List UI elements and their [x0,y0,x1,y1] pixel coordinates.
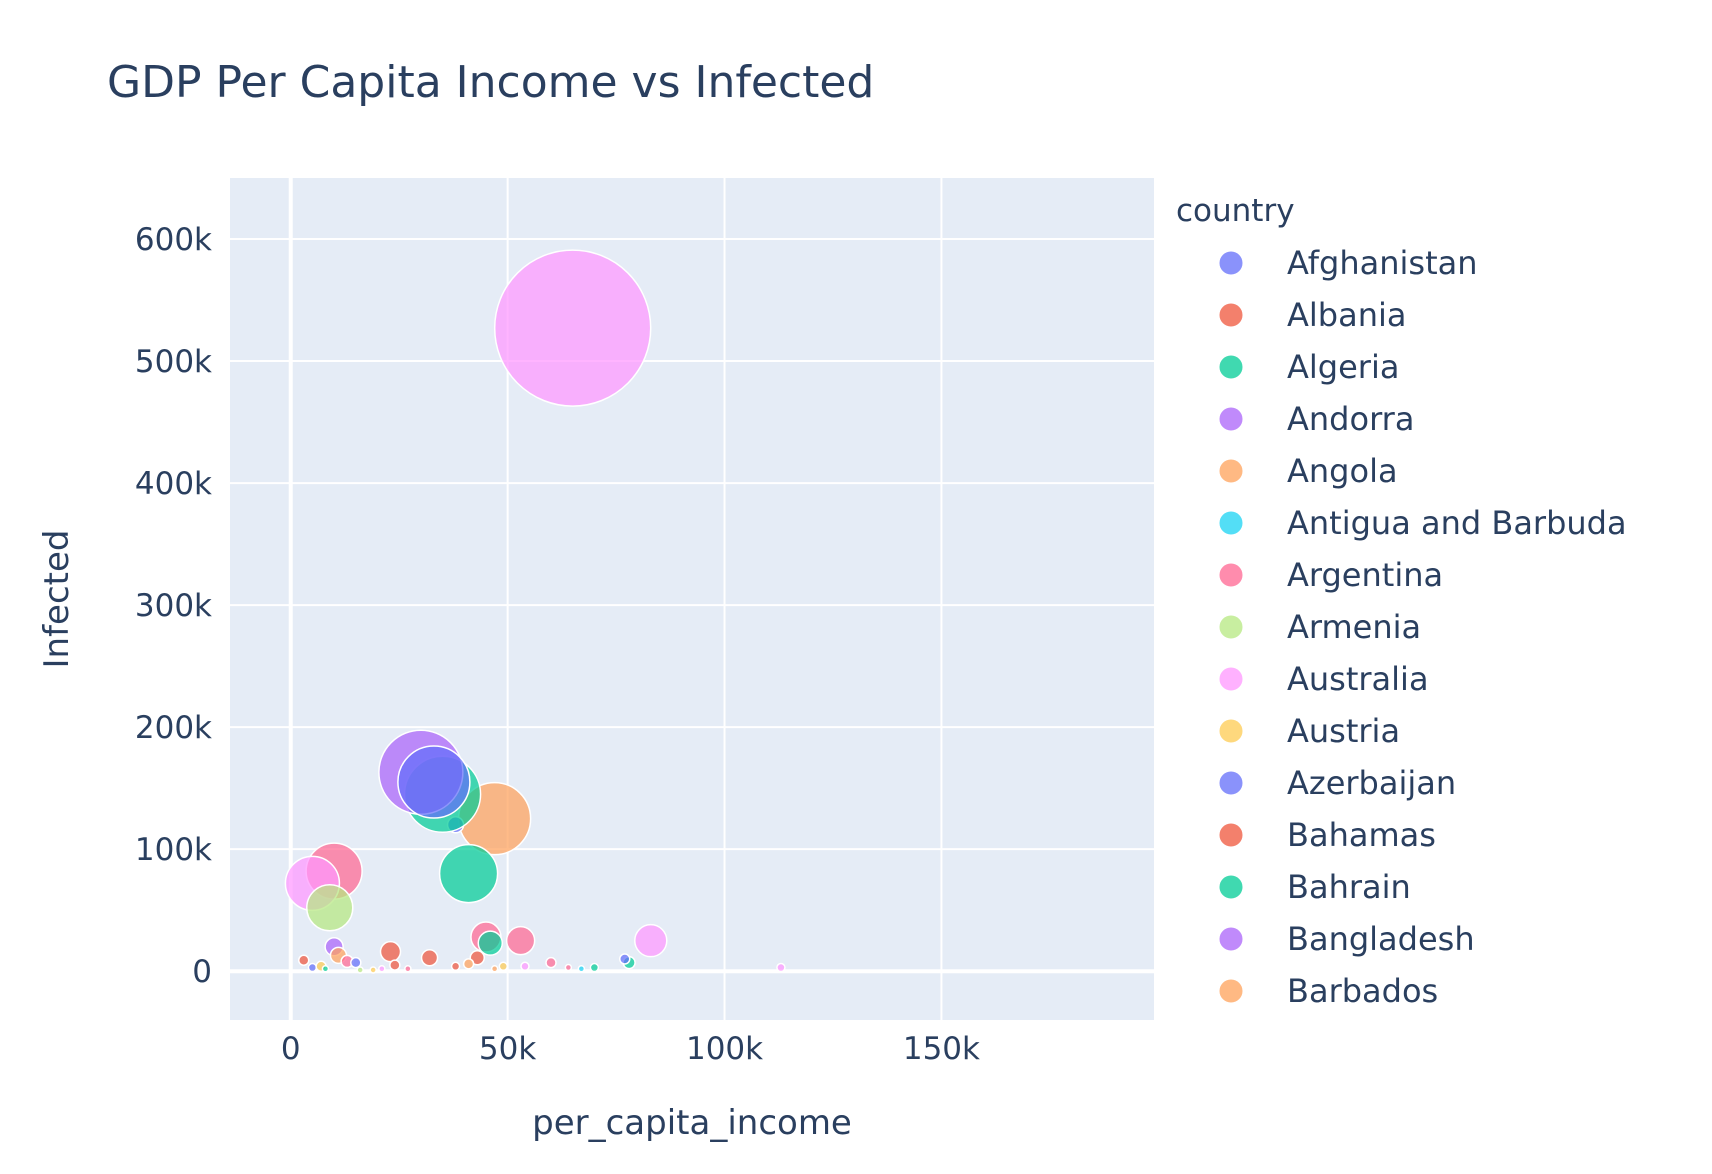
data-point[interactable] [350,956,362,969]
legend-label: Bahamas [1287,816,1436,854]
y-tick-label: 100k [135,832,212,868]
legend-item[interactable]: Azerbaijan [1218,764,1456,802]
data-point[interactable] [389,959,401,971]
legend-label: Algeria [1287,348,1399,386]
legend-item[interactable]: Andorra [1218,400,1414,438]
legend-label: Armenia [1287,608,1421,646]
data-point[interactable] [477,930,504,956]
data-point[interactable] [462,958,475,970]
legend-item[interactable]: Antigua and Barbuda [1218,504,1627,542]
x-tick-label: 100k [686,1031,763,1067]
legend-marker [1218,458,1244,484]
legend-marker [1218,302,1244,328]
legend-items: Afghanistan Albania Algeria Andorra Angola An… [1218,244,1627,1010]
y-tick-label: 300k [135,588,212,624]
legend-marker [1218,354,1244,380]
legend-label: Azerbaijan [1287,764,1456,802]
legend-marker [1218,822,1244,848]
legend-item[interactable]: Bahamas [1218,816,1436,854]
data-point[interactable] [469,950,486,966]
data-point[interactable] [493,249,652,407]
data-point[interactable] [490,964,499,973]
data-point[interactable] [545,956,557,969]
legend-marker [1218,562,1244,588]
y-axis-title: Infected [37,530,77,669]
y-tick-label: 0 [192,954,212,990]
legend-item[interactable]: Afghanistan [1218,244,1478,282]
legend-label: Austria [1287,712,1400,750]
legend-item[interactable]: Bahrain [1218,868,1411,906]
legend-label: Albania [1287,296,1406,334]
legend-marker [1218,250,1244,276]
x-tick-label: 150k [903,1031,980,1067]
legend-marker [1218,510,1244,536]
y-tick-label: 500k [135,344,212,380]
data-points [284,249,786,974]
legend-label: Afghanistan [1287,244,1478,282]
data-point[interactable] [505,925,536,956]
y-tick-labels: 0 100k 200k 300k 400k 500k 600k [135,222,212,990]
legend-title: country [1176,193,1295,229]
x-tick-labels: 0 50k 100k 150k [281,1031,980,1067]
legend-marker [1218,406,1244,432]
legend-item[interactable]: Argentina [1218,556,1443,594]
legend-label: Bangladesh [1287,920,1475,958]
legend: country Afghanistan Albania Algeria Andorra… [1176,193,1627,1010]
legend-label: Australia [1287,660,1429,698]
data-point[interactable] [520,961,530,972]
legend-item[interactable]: Bangladesh [1218,920,1475,958]
data-point[interactable] [306,883,354,932]
data-point[interactable] [619,953,631,965]
data-point[interactable] [397,745,471,819]
legend-label: Bahrain [1287,868,1411,906]
x-tick-label: 50k [479,1031,536,1067]
legend-item[interactable]: Angola [1218,452,1398,490]
legend-label: Andorra [1287,400,1414,438]
data-point[interactable] [634,923,668,958]
legend-marker [1218,718,1244,744]
legend-item[interactable]: Barbados [1218,972,1438,1010]
x-tick-label: 0 [281,1031,301,1067]
x-axis-title: per_capita_income [532,1103,852,1143]
plot-area[interactable] [230,178,1154,1020]
legend-marker [1218,978,1244,1004]
data-point[interactable] [589,962,600,973]
data-point[interactable] [404,964,412,973]
legend-item[interactable]: Algeria [1218,348,1399,386]
data-point[interactable] [379,940,402,963]
legend-label: Barbados [1287,972,1438,1010]
data-point[interactable] [307,962,318,973]
data-point[interactable] [498,961,509,972]
y-tick-label: 200k [135,710,212,746]
data-point[interactable] [378,964,386,973]
legend-marker [1218,614,1244,640]
y-tick-label: 400k [135,466,212,502]
data-point[interactable] [321,964,330,973]
legend-item[interactable]: Austria [1218,712,1400,750]
data-point[interactable] [776,962,786,973]
legend-label: Antigua and Barbuda [1287,504,1627,542]
data-point[interactable] [420,949,439,967]
data-point[interactable] [297,954,310,966]
legend-marker [1218,666,1244,692]
data-point[interactable] [438,843,499,904]
legend-label: Argentina [1287,556,1443,594]
data-point[interactable] [450,961,461,972]
legend-marker [1218,874,1244,900]
data-point[interactable] [564,963,573,972]
data-point[interactable] [369,966,377,974]
legend-label: Angola [1287,452,1398,490]
y-tick-label: 600k [135,222,212,258]
legend-item[interactable]: Australia [1218,660,1429,698]
legend-marker [1218,770,1244,796]
legend-item[interactable]: Albania [1218,296,1406,334]
data-point[interactable] [356,966,364,974]
legend-item[interactable]: Armenia [1218,608,1421,646]
legend-marker [1218,926,1244,952]
chart-title: GDP Per Capita Income vs Infected [107,57,874,108]
data-point[interactable] [577,964,586,973]
